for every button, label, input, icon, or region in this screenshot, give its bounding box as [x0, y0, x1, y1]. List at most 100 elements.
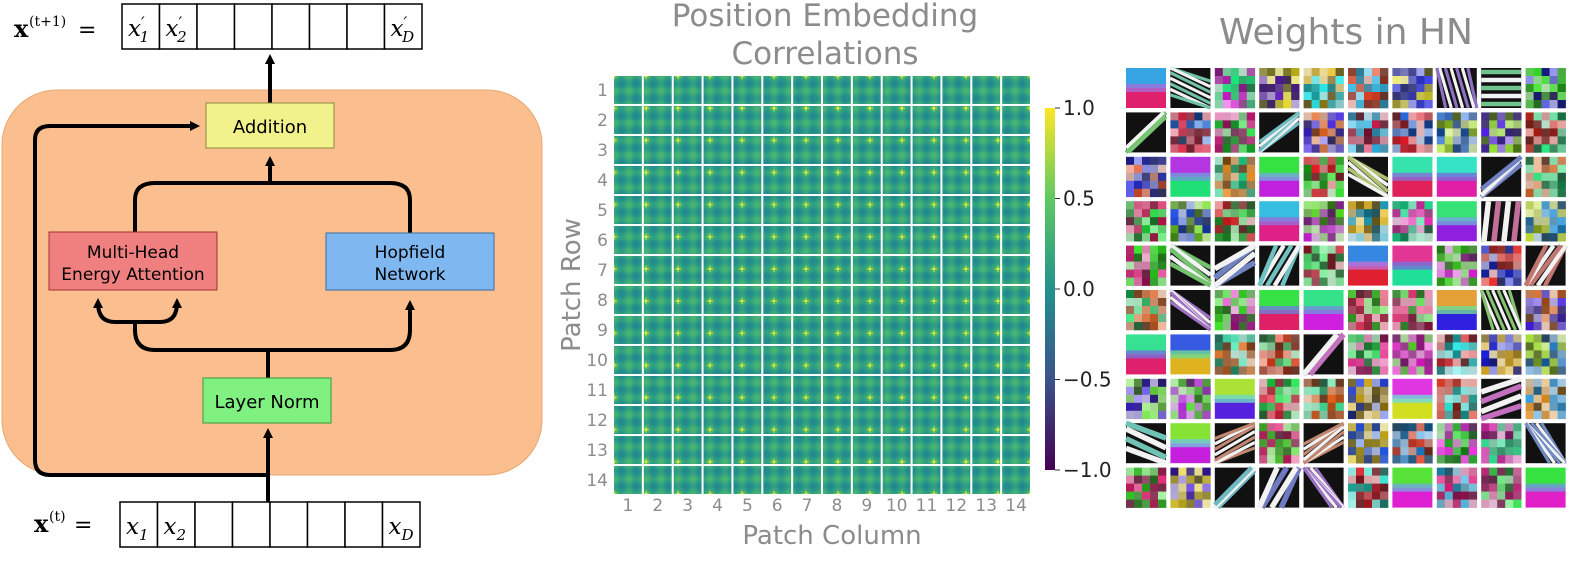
heatmap-cell — [882, 165, 912, 195]
weight-tile — [1392, 201, 1432, 241]
heatmap-y-tick: 5 — [597, 201, 608, 221]
colorbar-tick-label: 0.0 — [1063, 277, 1095, 301]
heatmap-cell — [643, 465, 673, 495]
heatmap-cell — [673, 345, 703, 375]
input-vector-cell: x1 — [120, 502, 158, 547]
heatmap-cell — [822, 345, 852, 375]
heatmap-cell — [912, 135, 942, 165]
heatmap-y-tick: 13 — [586, 441, 608, 461]
weight-tile — [1392, 423, 1432, 463]
weight-tile — [1304, 468, 1344, 508]
heatmap-y-tick: 3 — [597, 141, 608, 161]
heatmap-cell — [703, 135, 733, 165]
heatmap-cell — [822, 195, 852, 225]
weight-tile — [1526, 468, 1566, 508]
heatmap-cell — [1001, 165, 1031, 195]
layernorm-box: Layer Norm — [203, 378, 331, 423]
weight-tile — [1526, 157, 1566, 197]
heatmap-cell — [912, 165, 942, 195]
heatmap-cell — [643, 255, 673, 285]
weight-tile — [1481, 246, 1521, 286]
weight-tile — [1259, 379, 1299, 419]
heatmap-cell — [762, 255, 792, 285]
weight-tile — [1126, 112, 1166, 152]
weight-tile — [1392, 290, 1432, 330]
heatmap-cell — [822, 75, 852, 105]
heatmap-cell — [673, 285, 703, 315]
weight-tile — [1437, 246, 1477, 286]
heatmap-cell — [613, 435, 643, 465]
heatmap-x-tick: 6 — [772, 496, 783, 516]
weight-tile — [1437, 423, 1477, 463]
heatmap-y-tick: 4 — [597, 171, 608, 191]
weight-tile — [1170, 68, 1210, 108]
heatmap-svg: Position Embedding Correlations 12345678… — [560, 0, 1120, 556]
heatmap-cell — [941, 315, 971, 345]
weight-tile — [1348, 157, 1388, 197]
heatmap-cell — [941, 225, 971, 255]
weight-tile — [1526, 112, 1566, 152]
heatmap-x-tick: 10 — [886, 496, 908, 516]
weight-tile — [1170, 246, 1210, 286]
heatmap-cell — [613, 195, 643, 225]
weight-tile — [1126, 201, 1166, 241]
heatmap-cell — [613, 165, 643, 195]
weight-tile — [1392, 334, 1432, 374]
heatmap-cell — [852, 465, 882, 495]
heatmap-cell — [703, 195, 733, 225]
heatmap-cell — [941, 345, 971, 375]
heatmap-cell — [762, 105, 792, 135]
heatmap-cell — [941, 405, 971, 435]
weight-tile — [1259, 468, 1299, 508]
heatmap-cell — [732, 435, 762, 465]
heatmap-cell — [732, 75, 762, 105]
weight-tile — [1481, 112, 1521, 152]
weight-tile — [1259, 68, 1299, 108]
weight-tile — [1126, 68, 1166, 108]
heatmap-cell — [882, 375, 912, 405]
input-vector-cell: x2 — [158, 502, 196, 547]
weight-tile — [1215, 423, 1255, 463]
output-vector-cell — [272, 4, 310, 49]
heatmap-cell — [762, 75, 792, 105]
weight-tile — [1526, 334, 1566, 374]
heatmap-cell — [673, 315, 703, 345]
heatmap-cell — [703, 345, 733, 375]
heatmap-cell — [822, 165, 852, 195]
heatmap-cell — [792, 165, 822, 195]
heatmap-cell — [673, 195, 703, 225]
weight-tile — [1304, 157, 1344, 197]
heatmap-cell — [822, 315, 852, 345]
input-vector-cell — [195, 502, 233, 547]
weight-tile — [1215, 246, 1255, 286]
heatmap-cell — [1001, 315, 1031, 345]
output-vector-symbol: x — [14, 14, 29, 43]
heatmap-cell — [792, 405, 822, 435]
weight-tile — [1481, 201, 1521, 241]
heatmap-y-tick: 12 — [586, 411, 608, 431]
heatmap-cell — [852, 135, 882, 165]
colorbar-tick-label: −0.5 — [1063, 368, 1112, 392]
weight-tile — [1215, 201, 1255, 241]
heatmap-cell — [673, 375, 703, 405]
heatmap-cell — [732, 405, 762, 435]
heatmap-cell — [882, 225, 912, 255]
heatmap-cell — [822, 135, 852, 165]
heatmap-cell — [852, 225, 882, 255]
weight-tile — [1348, 112, 1388, 152]
heatmap-cell — [822, 435, 852, 465]
weight-tile — [1481, 468, 1521, 508]
heatmap-cell — [852, 375, 882, 405]
heatmap-cell — [703, 315, 733, 345]
heatmap-cell — [703, 75, 733, 105]
heatmap-cell — [941, 375, 971, 405]
weights-svg: Weights in HN — [1120, 0, 1584, 556]
weight-tile — [1304, 334, 1344, 374]
heatmap-cell — [732, 255, 762, 285]
heatmap-cell — [792, 375, 822, 405]
weight-tile — [1126, 157, 1166, 197]
weight-tile — [1526, 290, 1566, 330]
heatmap-cell — [1001, 405, 1031, 435]
